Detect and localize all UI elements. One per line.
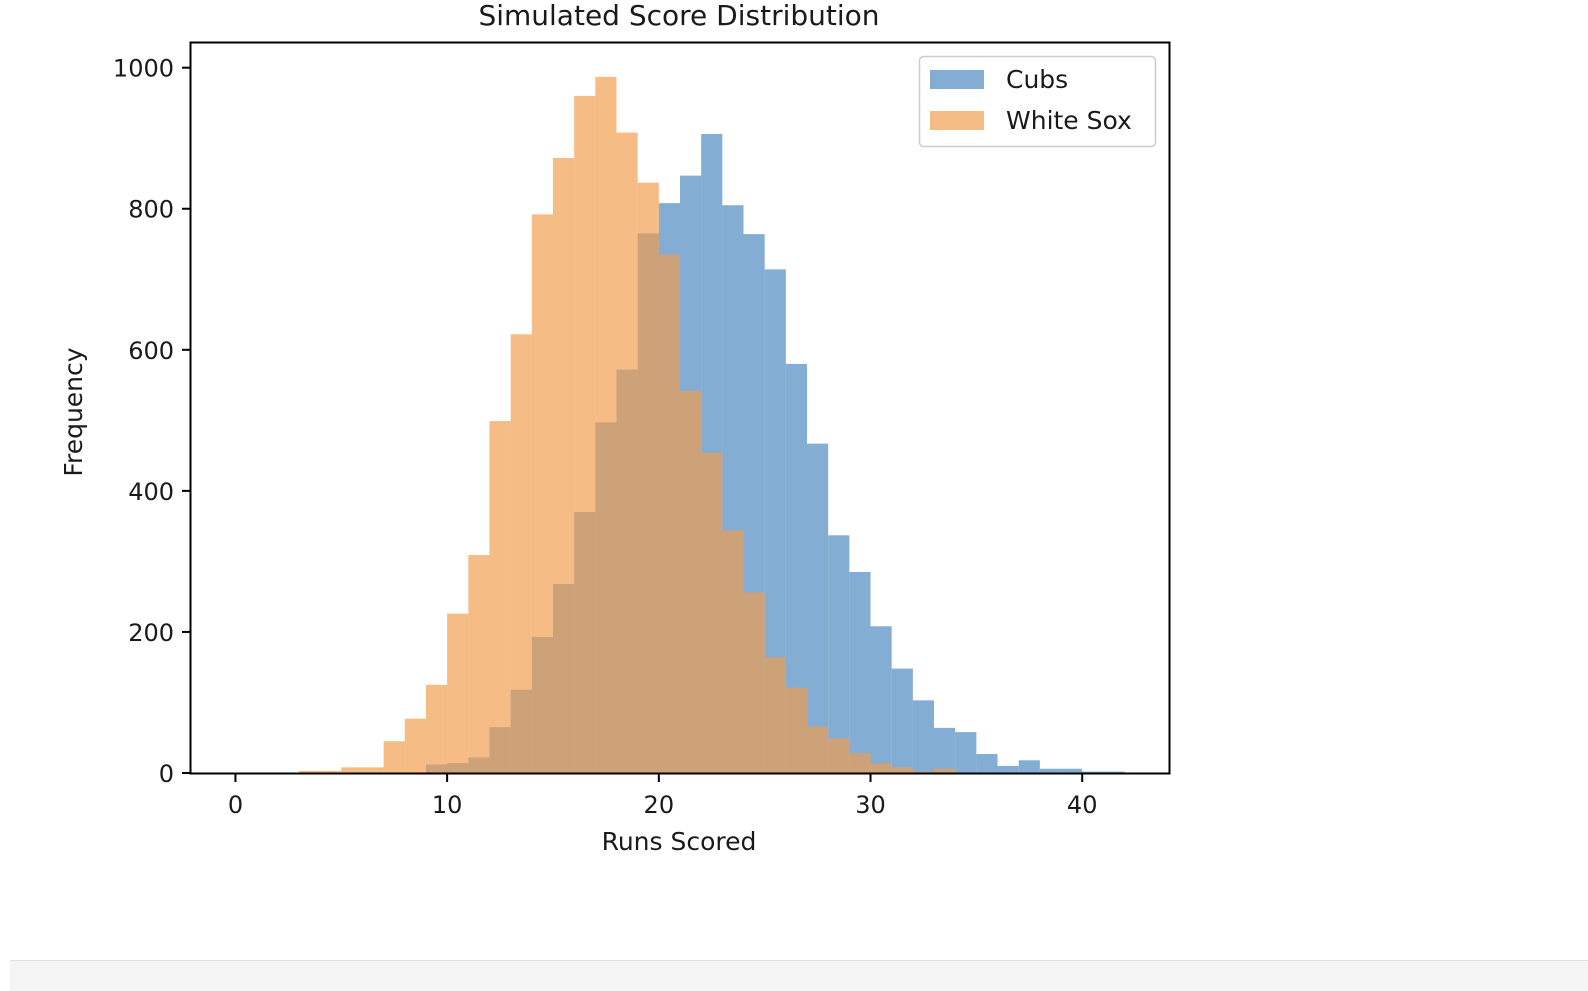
bar-white-sox-4	[320, 770, 342, 773]
bar-cubs-37	[1018, 760, 1040, 773]
bar-white-sox-14	[531, 214, 553, 774]
bar-cubs-39	[1061, 768, 1083, 773]
bar-cubs-31	[891, 668, 913, 773]
bar-white-sox-16	[574, 95, 596, 773]
plot-frame	[189, 41, 1171, 775]
bar-white-sox-19	[637, 182, 659, 774]
y-tick-label: 0	[159, 760, 174, 788]
bar-cubs-38	[1039, 768, 1062, 773]
bar-white-sox-7	[383, 741, 405, 773]
bar-white-sox-21	[680, 390, 702, 773]
x-tick-label: 20	[644, 791, 675, 819]
bar-white-sox-28	[828, 738, 850, 773]
bar-cubs-29	[849, 571, 871, 773]
chart-title: Simulated Score Distribution	[478, 0, 879, 32]
bar-cubs-33	[934, 727, 956, 773]
y-tick-label: 600	[128, 337, 174, 365]
x-axis-label: Runs Scored	[602, 827, 757, 856]
bar-white-sox-11	[468, 555, 490, 773]
bar-white-sox-24	[743, 592, 765, 773]
x-axis-ticks: 0 10 20 30 40	[228, 773, 1098, 819]
bar-white-sox-30	[870, 763, 892, 773]
y-tick-label: 800	[128, 196, 174, 224]
bar-white-sox-25	[764, 657, 786, 773]
legend-swatch-cubs	[930, 70, 984, 89]
bar-cubs-35	[976, 753, 998, 773]
legend-label-cubs: Cubs	[1006, 65, 1068, 94]
x-tick-label: 40	[1067, 791, 1098, 819]
bar-white-sox-15	[552, 157, 575, 773]
y-tick-label: 200	[128, 619, 174, 647]
bar-white-sox-12	[489, 421, 511, 773]
bar-white-sox-13	[510, 334, 532, 773]
bar-white-sox-10	[447, 613, 469, 773]
legend-label-white-sox: White Sox	[1006, 106, 1132, 135]
bar-white-sox-27	[807, 726, 829, 773]
bar-cubs-28	[828, 535, 850, 773]
y-axis-label: Frequency	[59, 347, 88, 476]
bar-cubs-41	[1103, 771, 1125, 773]
bar-white-sox-26	[785, 687, 808, 773]
bar-cubs-34	[955, 732, 977, 773]
bar-cubs-26	[785, 363, 808, 773]
x-tick-label: 10	[432, 791, 463, 819]
y-tick-label: 400	[128, 478, 174, 506]
bar-white-sox-22	[701, 452, 723, 773]
bar-cubs-25	[764, 269, 786, 773]
bar-white-sox-32	[912, 771, 935, 773]
legend-swatch-white-sox	[930, 111, 984, 130]
bar-white-sox-3	[298, 770, 321, 773]
bar-white-sox-17	[595, 76, 617, 773]
bar-white-sox-31	[891, 767, 913, 773]
bar-white-sox-20	[658, 254, 680, 773]
bar-white-sox-8	[404, 718, 426, 773]
bar-white-sox-5	[341, 767, 363, 773]
bars-layer	[298, 76, 1125, 774]
bar-cubs-30	[870, 626, 892, 773]
bar-cubs-36	[997, 765, 1019, 773]
bar-cubs-40	[1082, 771, 1104, 773]
legend: Cubs White Sox	[918, 55, 1157, 148]
bar-white-sox-18	[616, 132, 638, 773]
x-tick-label: 30	[855, 791, 886, 819]
next-notebook-cell[interactable]	[10, 960, 1588, 991]
bar-white-sox-33	[934, 768, 956, 773]
bar-cubs-27	[807, 443, 829, 773]
bar-white-sox-23	[722, 530, 744, 773]
bar-white-sox-6	[362, 767, 384, 773]
bar-white-sox-29	[849, 753, 871, 773]
bar-cubs-32	[912, 700, 935, 773]
y-tick-label: 1000	[113, 55, 174, 83]
x-tick-label: 0	[228, 791, 243, 819]
bar-white-sox-9	[425, 684, 448, 773]
y-axis-ticks: 0 200 400 600 800 1000	[113, 55, 191, 788]
